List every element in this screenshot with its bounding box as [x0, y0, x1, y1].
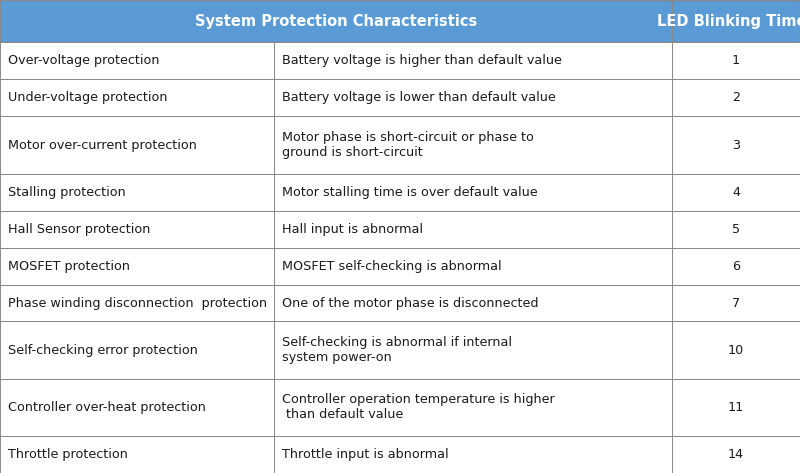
Bar: [274, 210, 672, 247]
Bar: [274, 379, 672, 436]
Text: MOSFET self-checking is abnormal: MOSFET self-checking is abnormal: [282, 260, 502, 272]
Text: 1: 1: [732, 54, 740, 68]
Text: 5: 5: [732, 223, 740, 236]
Text: Phase winding disconnection  protection: Phase winding disconnection protection: [8, 297, 267, 309]
Bar: [0, 210, 274, 247]
Text: 4: 4: [732, 186, 740, 199]
Text: Under-voltage protection: Under-voltage protection: [8, 91, 167, 105]
Text: 7: 7: [732, 297, 740, 309]
Bar: [0, 0, 672, 43]
Text: Motor phase is short-circuit or phase to
ground is short-circuit: Motor phase is short-circuit or phase to…: [282, 131, 534, 159]
Bar: [274, 174, 672, 210]
Text: Battery voltage is higher than default value: Battery voltage is higher than default v…: [282, 54, 562, 68]
Text: Throttle protection: Throttle protection: [8, 448, 128, 461]
Bar: [274, 322, 672, 379]
Text: LED Blinking Times: LED Blinking Times: [657, 14, 800, 29]
Text: Throttle input is abnormal: Throttle input is abnormal: [282, 448, 448, 461]
Text: Hall input is abnormal: Hall input is abnormal: [282, 223, 422, 236]
Bar: [0, 43, 274, 79]
Bar: [672, 0, 800, 43]
Bar: [672, 285, 800, 322]
Bar: [0, 436, 274, 473]
Text: Self-checking is abnormal if internal
system power-on: Self-checking is abnormal if internal sy…: [282, 336, 512, 364]
Bar: [672, 174, 800, 210]
Bar: [672, 379, 800, 436]
Bar: [274, 43, 672, 79]
Text: 14: 14: [728, 448, 744, 461]
Text: Over-voltage protection: Over-voltage protection: [8, 54, 159, 68]
Bar: [274, 436, 672, 473]
Text: Stalling protection: Stalling protection: [8, 186, 126, 199]
Bar: [0, 285, 274, 322]
Bar: [0, 379, 274, 436]
Text: Battery voltage is lower than default value: Battery voltage is lower than default va…: [282, 91, 555, 105]
Bar: [0, 322, 274, 379]
Text: One of the motor phase is disconnected: One of the motor phase is disconnected: [282, 297, 538, 309]
Text: 6: 6: [732, 260, 740, 272]
Bar: [672, 210, 800, 247]
Bar: [672, 322, 800, 379]
Text: Motor over-current protection: Motor over-current protection: [8, 139, 197, 151]
Bar: [274, 247, 672, 285]
Bar: [0, 116, 274, 174]
Bar: [274, 116, 672, 174]
Text: Self-checking error protection: Self-checking error protection: [8, 343, 198, 357]
Bar: [274, 79, 672, 116]
Text: Controller over-heat protection: Controller over-heat protection: [8, 401, 206, 414]
Bar: [0, 247, 274, 285]
Text: 10: 10: [728, 343, 744, 357]
Text: MOSFET protection: MOSFET protection: [8, 260, 130, 272]
Bar: [274, 285, 672, 322]
Text: Controller operation temperature is higher
 than default value: Controller operation temperature is high…: [282, 394, 554, 421]
Bar: [672, 79, 800, 116]
Bar: [672, 43, 800, 79]
Text: Hall Sensor protection: Hall Sensor protection: [8, 223, 150, 236]
Text: Motor stalling time is over default value: Motor stalling time is over default valu…: [282, 186, 538, 199]
Bar: [0, 174, 274, 210]
Bar: [672, 116, 800, 174]
Text: System Protection Characteristics: System Protection Characteristics: [195, 14, 477, 29]
Bar: [672, 247, 800, 285]
Text: 2: 2: [732, 91, 740, 105]
Text: 11: 11: [728, 401, 744, 414]
Text: 3: 3: [732, 139, 740, 151]
Bar: [0, 79, 274, 116]
Bar: [672, 436, 800, 473]
